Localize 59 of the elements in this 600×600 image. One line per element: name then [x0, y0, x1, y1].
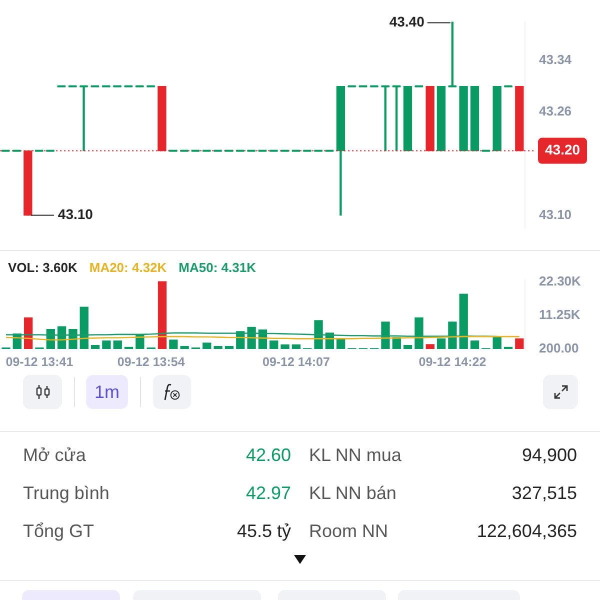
y-tick-label: 11.25K	[539, 307, 581, 322]
y-tick-label: 22.30K	[539, 274, 582, 289]
bar	[113, 340, 122, 349]
text: 42.97	[246, 483, 291, 503]
text: 45.5 tỷ	[236, 521, 291, 541]
bar	[459, 294, 468, 349]
candlestick	[436, 86, 446, 152]
bar	[90, 345, 100, 349]
y-tick-label: 43.26	[539, 104, 572, 119]
category-label: Trung bình	[23, 482, 110, 504]
bar	[414, 317, 424, 349]
x-tick-label: 09-12 13:41	[6, 354, 74, 369]
category-label: KL NN bán	[309, 482, 396, 504]
annotation: 43.10	[58, 206, 94, 222]
bar	[436, 338, 446, 349]
bar	[180, 346, 189, 349]
bar	[169, 340, 178, 349]
bar	[403, 345, 412, 349]
bar	[314, 320, 323, 349]
text: 122,604,365	[476, 521, 577, 541]
category-label: Mở cửa	[23, 444, 86, 466]
ref-line-label: 43.20	[545, 142, 580, 158]
bar	[492, 336, 502, 349]
bar	[448, 322, 457, 349]
bar	[214, 346, 222, 349]
y-tick-label: 43.34	[539, 52, 572, 68]
candlestick	[403, 86, 412, 152]
bar	[102, 340, 111, 349]
y-tick-label: 200.00	[539, 340, 579, 356]
bar	[158, 281, 167, 349]
bar	[392, 337, 401, 349]
bar	[280, 344, 290, 349]
annotation: 43.40	[389, 14, 425, 30]
category-label: KL NN mua	[309, 444, 402, 466]
bar	[336, 338, 346, 349]
text: 1m	[86, 375, 128, 409]
x-tick-label: 09-12 13:54	[117, 354, 185, 369]
y-tick-label: 43.10	[539, 206, 572, 222]
bar	[292, 344, 301, 349]
category-label: Tổng GT	[23, 520, 94, 542]
text: MA20: 4.32K	[89, 260, 167, 275]
bar	[224, 346, 234, 349]
text: VOL: 3.60K	[8, 260, 78, 275]
bar	[381, 322, 390, 349]
bar	[470, 340, 480, 349]
bar	[80, 306, 88, 349]
bar	[202, 342, 212, 349]
candlestick	[470, 86, 480, 152]
bar	[515, 338, 524, 349]
bar	[136, 335, 144, 349]
x-tick-label: 09-12 14:22	[418, 354, 486, 369]
bar	[270, 340, 278, 349]
text: 327,515	[512, 483, 577, 503]
text: 42.60	[246, 445, 291, 465]
category-label: Room NN	[309, 520, 388, 542]
text: 94,900	[522, 445, 577, 465]
text: MA50: 4.31K	[178, 260, 256, 275]
bar	[426, 344, 434, 349]
x-tick-label: 09-12 14:07	[262, 354, 330, 369]
